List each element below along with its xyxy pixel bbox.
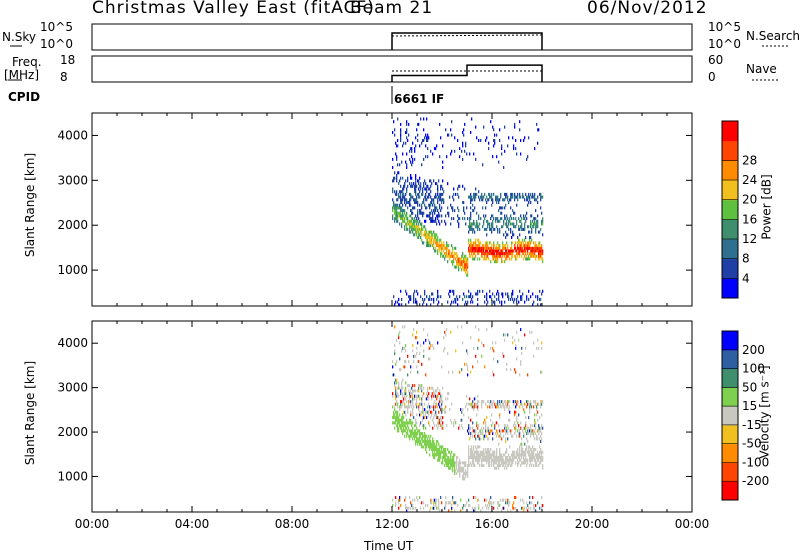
velocity-scatter	[392, 325, 544, 513]
x-axis-label: Time UT	[364, 539, 414, 553]
freq-label: Freq.	[12, 55, 42, 69]
velocity-ytick-label: 4000	[57, 336, 88, 350]
nsearch-label: N.Search	[746, 29, 800, 43]
cpid-label: CPID	[8, 90, 41, 104]
velocity-colorbar-tick-label: 100	[742, 362, 765, 376]
nsky-right-tick-top: 10^5	[708, 20, 741, 34]
nsky-label: N.Sky	[2, 30, 37, 44]
chart-title-date: 06/Nov/2012	[587, 0, 708, 18]
power-colorbar-tick-label: 16	[742, 212, 757, 226]
velocity-colorbar-segment	[722, 349, 738, 370]
chart-title-station: Christmas Valley East (fitACF)	[92, 0, 375, 18]
x-tick-label: 00:00	[75, 517, 110, 531]
nsky-tick-top: 10^5	[40, 20, 73, 34]
power-colorbar-segment	[722, 180, 738, 201]
power-colorbar-segment	[722, 219, 738, 240]
power-colorbar-tick-label: 8	[742, 252, 750, 266]
power-colorbar-segment	[722, 258, 738, 279]
power-colorbar-frame	[721, 120, 739, 299]
velocity-colorbar-segment	[722, 462, 738, 482]
x-tick-label: 16:00	[475, 517, 510, 531]
x-tick-label: 12:00	[375, 517, 410, 531]
velocity-colorbar-tick-label: -100	[742, 455, 769, 469]
nsky-trace	[391, 32, 543, 50]
freq-unit-label: [MHz]	[4, 68, 40, 82]
velocity-colorbar-tick-label: -200	[742, 474, 769, 488]
velocity-colorbar-frame	[721, 330, 739, 501]
x-tick-label: 00:00	[675, 517, 710, 531]
power-colorbar-tick-label: 4	[742, 271, 750, 285]
velocity-colorbar-segment	[722, 368, 738, 388]
velocity-colorbar-tick-label: 200	[742, 343, 765, 357]
x-tick-label: 08:00	[275, 517, 310, 531]
x-tick-label: 04:00	[175, 517, 210, 531]
nave-label: Nave	[746, 62, 777, 76]
chart-title-beam: Beam 21	[350, 0, 434, 18]
nsearch-trace	[391, 34, 543, 37]
power-colorbar-segment	[722, 278, 738, 299]
velocity-colorbar-tick-label: 15	[742, 399, 757, 413]
velocity-ytick-label: 1000	[57, 469, 88, 483]
velocity-colorbar-segment	[722, 443, 738, 463]
velocity-ytick-label: 2000	[57, 425, 88, 439]
velocity-colorbar-tick-label: -50	[742, 437, 762, 451]
velocity-colorbar-tick-label: -15	[742, 418, 762, 432]
power-colorbar-segment	[722, 199, 738, 220]
power-colorbar-segment	[722, 121, 738, 142]
freq-trace	[391, 64, 543, 82]
nsky-right-tick-bottom: 10^0	[708, 37, 741, 51]
velocity-colorbar-segment	[722, 481, 738, 501]
power-ytick-label: 3000	[57, 173, 88, 187]
power-colorbar-segment	[722, 140, 738, 161]
velocity-colorbar-segment	[722, 406, 738, 426]
power-ytick-label: 1000	[57, 263, 88, 277]
x-tick-label: 20:00	[575, 517, 610, 531]
power-colorbar-segment	[722, 160, 738, 181]
power-colorbar-tick-label: 24	[742, 173, 757, 187]
power-colorbar-tick-label: 12	[742, 232, 757, 246]
power-ytick-label: 2000	[57, 218, 88, 232]
power-scatter	[392, 117, 544, 307]
nave-tick-top: 60	[708, 53, 724, 67]
velocity-colorbar-segment	[722, 424, 738, 445]
power-ytick-label: 4000	[57, 128, 88, 142]
power-colorbar-tick-label: 28	[742, 153, 757, 167]
freq-tick-top: 18	[60, 53, 76, 67]
power-colorbar-segment	[722, 239, 738, 260]
nsky-tick-bottom: 10^0	[40, 37, 73, 51]
velocity-colorbar-tick-label: 50	[742, 380, 757, 394]
velocity-colorbar-segment	[722, 331, 738, 351]
power-colorbar-tick-label: 20	[742, 193, 757, 207]
velocity-ytick-label: 3000	[57, 381, 88, 395]
cpid-value: 6661 IF	[394, 92, 445, 106]
freq-tick-bottom: 8	[60, 70, 68, 84]
velocity-colorbar-segment	[722, 387, 738, 407]
nave-tick-bottom: 0	[708, 70, 716, 84]
